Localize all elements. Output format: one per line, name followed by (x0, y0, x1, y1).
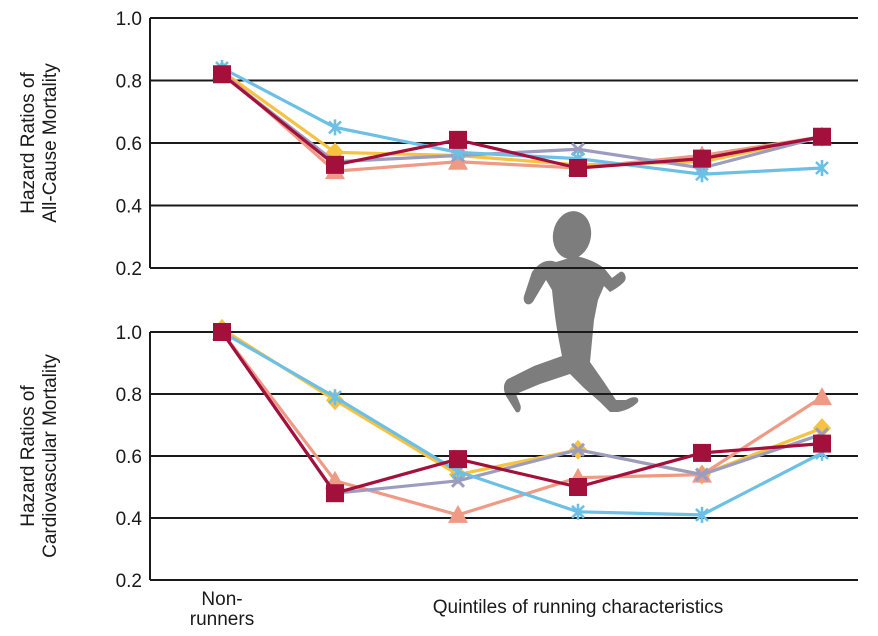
x-label-nonrunners-1: runners (190, 609, 254, 630)
y-tick-label-bottom-2: 0.6 (116, 447, 142, 468)
y-tick-label-bottom-3: 0.8 (116, 385, 142, 406)
y-tick-label-top-4: 1.0 (116, 9, 142, 30)
point-circle-bottom-3 (570, 442, 586, 457)
point-triangle-bottom-2 (448, 504, 468, 523)
point-square-top-2 (449, 130, 467, 149)
point-square-top-4 (693, 149, 711, 168)
y-tick-label-top-2: 0.6 (116, 134, 142, 155)
point-square-bottom-1 (326, 484, 344, 503)
panel-bottom: 0.2 0.4 0.6 0.8 1.0 Hazard Ratios of Cardiovas… (18, 318, 858, 592)
series-line-star-top (221, 66, 823, 176)
point-triangle-bottom-5 (812, 387, 832, 406)
panel-top: 0.2 0.4 0.6 0.8 1.0 Hazard Ratios of All-Cause… (18, 9, 858, 280)
series-line-triangle-bottom (220, 331, 823, 517)
point-star-top-1 (328, 119, 342, 136)
point-triangle-top-2 (448, 151, 468, 170)
y-tick-label-bottom-4: 1.0 (116, 323, 142, 344)
series-line-circle-bottom (220, 331, 823, 495)
point-square-bottom-5 (813, 434, 831, 453)
y-axis-title-top-0: Hazard Ratios of (18, 72, 39, 214)
point-square-bottom-4 (693, 443, 711, 462)
x-label-quintiles: Quintiles of running characteristics (433, 597, 723, 618)
x-label-nonrunners-0: Non- (201, 589, 242, 610)
point-star-bottom-4 (695, 506, 709, 523)
point-square-bottom-0 (213, 323, 231, 341)
point-square-top-1 (326, 155, 344, 174)
point-star-bottom-1 (328, 389, 342, 406)
series-line-square-bottom (220, 331, 823, 495)
series-diamond-bottom (213, 318, 831, 485)
series-star-bottom (215, 324, 829, 523)
y-tick-label-top-3: 0.8 (116, 72, 142, 93)
series-square-bottom (213, 323, 831, 503)
point-diamond-bottom-5 (813, 418, 831, 439)
point-square-top-0 (213, 65, 231, 84)
y-axis-title-bottom-0: Hazard Ratios of (18, 385, 39, 527)
point-star-bottom-3 (571, 503, 585, 520)
series-line-triangle-top (220, 69, 823, 173)
series-line-diamond-top (221, 69, 823, 167)
point-square-bottom-2 (449, 450, 467, 469)
series-line-star-bottom (221, 330, 823, 517)
series-circle-top (214, 67, 830, 176)
y-axis-title-bottom-1: Cardiovascular Mortality (40, 354, 61, 558)
y-tick-label-top-1: 0.4 (116, 197, 143, 218)
point-star-top-4 (695, 166, 709, 183)
point-square-top-5 (813, 127, 831, 146)
series-line-square-top (220, 73, 823, 170)
point-square-bottom-3 (569, 478, 587, 496)
y-tick-label-top-0: 0.2 (116, 259, 142, 280)
runner-silhouette-icon (503, 211, 639, 413)
point-star-top-5 (815, 160, 829, 176)
series-square-top (213, 65, 831, 177)
y-tick-label-bottom-0: 0.2 (116, 571, 142, 592)
y-tick-label-bottom-1: 0.4 (116, 509, 143, 530)
point-square-top-3 (569, 159, 587, 177)
y-axis-title-top-1: All-Cause Mortality (40, 63, 61, 223)
point-circle-bottom-4 (694, 467, 710, 482)
